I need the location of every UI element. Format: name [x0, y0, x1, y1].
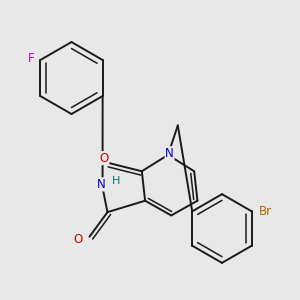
- Text: N: N: [165, 147, 174, 160]
- Text: O: O: [73, 233, 82, 247]
- Text: N: N: [97, 178, 105, 191]
- Text: H: H: [112, 176, 121, 186]
- Text: O: O: [100, 152, 109, 165]
- Text: F: F: [28, 52, 34, 65]
- Text: Br: Br: [259, 205, 272, 218]
